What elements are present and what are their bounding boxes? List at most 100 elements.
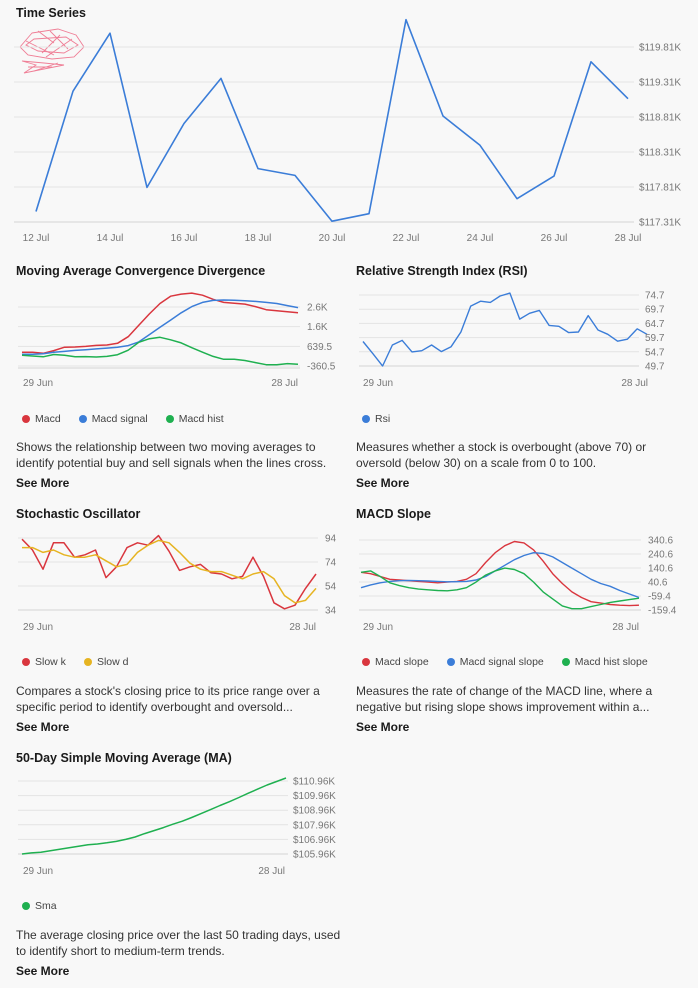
y-tick-label: 639.5 (307, 342, 332, 353)
y-tick-label: $106.96K (293, 835, 336, 846)
red-dot-icon (22, 415, 30, 423)
y-tick-label: $109.96K (293, 791, 336, 802)
y-tick-label: -159.4 (648, 606, 677, 617)
macd-signal-slope-line (360, 552, 640, 599)
stoch-description: Compares a stock's closing price to its … (16, 684, 320, 714)
y-tick-label: -360.5 (307, 362, 336, 373)
macd-slope-chart: 340.6 240.6 140.6 40.6 -59.4 -159.4 29 Jun 28 J… (359, 536, 677, 633)
legend-item-macd-signal[interactable]: Macd signal (78, 413, 148, 425)
legend-label-macd: Macd (35, 413, 61, 425)
y-tick-label: $118.31K (639, 148, 681, 159)
rsi-chart: 74.7 69.7 64.7 59.7 54.7 49.7 29 Jun 28 Jul (359, 291, 665, 389)
legend-label-macd-hist: Macd hist (178, 413, 224, 425)
y-tick-label: $105.96K (293, 850, 336, 861)
x-tick-label: 12 Jul (23, 233, 50, 244)
x-tick-label: 29 Jun (363, 622, 393, 633)
red-dot-icon (22, 658, 30, 666)
macd-slope-title: MACD Slope (356, 507, 431, 521)
rsi-see-more-link[interactable]: See More (356, 476, 410, 490)
slow-d-line (22, 539, 317, 604)
legend-label-macd-signal-slope: Macd signal slope (459, 656, 544, 668)
time-series-chart: $119.81K $119.31K $118.81K $118.31K $117.81K… (14, 18, 681, 244)
y-tick-label: $110.96K (293, 777, 335, 788)
macd-signal-line (22, 299, 299, 356)
legend-item-macd[interactable]: Macd (22, 413, 61, 425)
macd-hist-slope-line (360, 567, 640, 610)
y-tick-label: $118.81K (639, 113, 681, 124)
y-tick-label: 2.6K (307, 303, 328, 314)
x-tick-label: 28 Jul (612, 622, 639, 633)
legend-label-macd-hist-slope: Macd hist slope (574, 656, 648, 668)
macd-description: Shows the relationship between two movin… (16, 440, 327, 470)
sma-description: The average closing price over the last … (16, 928, 341, 958)
y-tick-label: 340.6 (648, 536, 673, 547)
x-tick-label: 28 Jul (621, 378, 648, 389)
y-tick-label: 74.7 (645, 291, 665, 302)
series-line (35, 18, 629, 222)
macd-slope-description: Measures the rate of change of the MACD … (356, 684, 653, 714)
y-tick-label: 40.6 (648, 578, 668, 589)
legend-item-macd-hist-slope[interactable]: Macd hist slope (561, 656, 648, 668)
sma-line (21, 777, 287, 855)
pink-scribble-logo-icon (19, 28, 85, 74)
y-tick-label: 1.6K (307, 322, 328, 333)
x-tick-label: 29 Jun (23, 622, 53, 633)
rsi-description: Measures whether a stock is overbought (… (356, 440, 647, 470)
legend-label-macd-slope: Macd slope (375, 656, 429, 668)
y-tick-label: $117.81K (639, 183, 681, 194)
y-tick-label: -59.4 (648, 592, 671, 603)
y-tick-label: 49.7 (645, 362, 665, 373)
blue-dot-icon (446, 658, 455, 666)
green-dot-icon (22, 902, 30, 910)
stoch-chart: 94 74 54 34 29 Jun 28 Jul (18, 534, 337, 633)
macd-slope-see-more-link[interactable]: See More (356, 720, 410, 734)
x-tick-label: 26 Jul (541, 233, 568, 244)
sma-title: 50-Day Simple Moving Average (MA) (16, 751, 232, 765)
y-tick-label: 240.6 (648, 550, 673, 561)
legend-item-macd-slope[interactable]: Macd slope (362, 656, 429, 668)
legend-item-macd-hist[interactable]: Macd hist (165, 413, 224, 425)
rsi-title: Relative Strength Index (RSI) (356, 264, 528, 278)
x-tick-label: 29 Jun (23, 378, 53, 389)
x-tick-label: 18 Jul (245, 233, 272, 244)
rsi-line (362, 292, 648, 367)
x-tick-label: 28 Jul (258, 866, 285, 877)
stoch-see-more-link[interactable]: See More (16, 720, 70, 734)
legend-item-macd-signal-slope[interactable]: Macd signal slope (446, 656, 544, 668)
legend-item-slow-k[interactable]: Slow k (22, 656, 66, 668)
y-tick-label: 69.7 (645, 305, 665, 316)
macd-hist-line (21, 336, 299, 366)
legend-label-macd-signal: Macd signal (91, 413, 148, 425)
y-tick-label: 140.6 (648, 564, 673, 575)
green-dot-icon (561, 658, 570, 666)
legend-item-slow-d[interactable]: Slow d (83, 656, 128, 668)
y-tick-label: 34 (325, 606, 337, 617)
macd-see-more-link[interactable]: See More (16, 476, 70, 490)
macd-title: Moving Average Convergence Divergence (16, 264, 266, 278)
sma-see-more-link[interactable]: See More (16, 964, 70, 978)
x-tick-label: 28 Jul (615, 233, 642, 244)
legend-label-sma: Sma (35, 900, 57, 912)
y-tick-label: $108.96K (293, 806, 336, 817)
legend-item-rsi[interactable]: Rsi (362, 413, 390, 425)
x-tick-label: 24 Jul (467, 233, 494, 244)
y-tick-label: 64.7 (645, 319, 665, 330)
x-tick-label: 16 Jul (171, 233, 198, 244)
slow-k-line (21, 534, 317, 610)
legend-label-rsi: Rsi (375, 413, 391, 425)
rsi-legend: Rsi (362, 413, 390, 425)
blue-dot-icon (78, 415, 87, 423)
macd-chart: 2.6K 1.6K 639.5 -360.5 29 Jun 28 Jul (18, 292, 336, 389)
y-tick-label: 94 (325, 534, 337, 545)
x-tick-label: 14 Jul (97, 233, 124, 244)
stoch-legend: Slow k Slow d (22, 656, 128, 668)
x-tick-label: 29 Jun (23, 866, 53, 877)
y-tick-label: $119.81K (639, 43, 681, 54)
green-dot-icon (165, 415, 174, 423)
y-tick-label: $119.31K (639, 78, 681, 89)
legend-item-sma[interactable]: Sma (22, 900, 57, 912)
macd-slope-legend: Macd slope Macd signal slope Macd hist s… (362, 656, 648, 668)
blue-dot-icon (362, 415, 370, 423)
y-tick-label: $117.31K (639, 218, 681, 229)
stoch-title: Stochastic Oscillator (16, 507, 141, 521)
